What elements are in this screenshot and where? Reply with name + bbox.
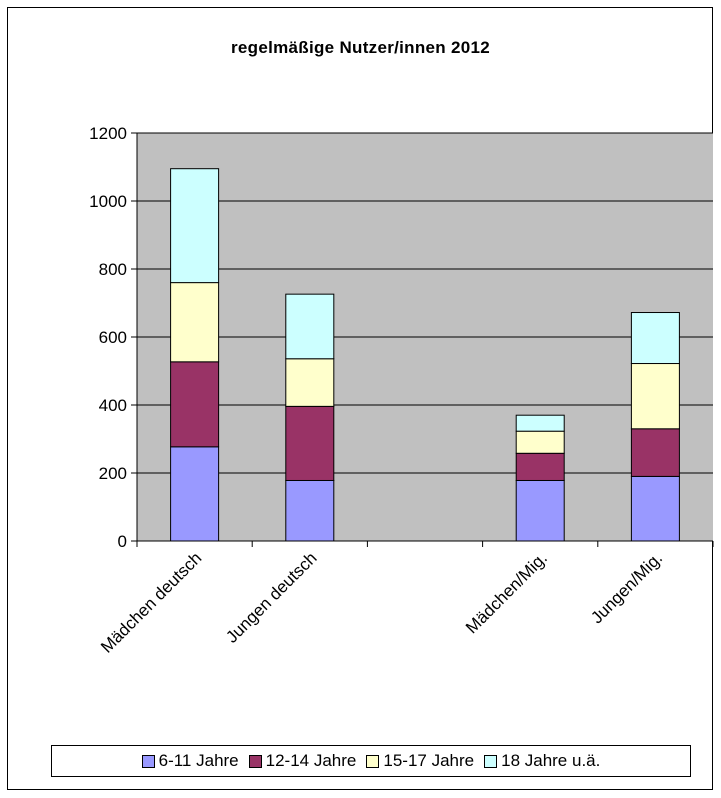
legend-item-3: 18 Jahre u.ä. <box>484 751 600 771</box>
legend-item-2: 15-17 Jahre <box>366 751 474 771</box>
chart-title: regelmäßige Nutzer/innen 2012 <box>230 38 491 57</box>
bar-4-1 <box>630 428 680 477</box>
legend-label-2: 15-17 Jahre <box>383 751 475 770</box>
bar-4-3 <box>630 312 680 365</box>
legend-item-0: 6-11 Jahre <box>141 751 239 771</box>
bar-1-1 <box>285 405 335 481</box>
y-tick-label-1: 200 <box>99 464 127 483</box>
bar-0-0 <box>170 446 220 542</box>
bar-0-2 <box>170 282 220 363</box>
y-tick-label-3: 600 <box>99 328 127 347</box>
bar-1-2 <box>285 358 335 407</box>
legend-label-3: 18 Jahre u.ä. <box>501 751 601 770</box>
x-tick-label-1: Jungen deutsch <box>222 548 320 646</box>
bar-4-2 <box>630 363 680 430</box>
legend-label-1: 12-14 Jahre <box>265 751 357 770</box>
legend-swatch-0 <box>141 754 155 768</box>
bar-0-1 <box>170 361 220 448</box>
y-tick-label-0: 0 <box>118 532 127 551</box>
legend-label-0: 6-11 Jahre <box>158 751 239 770</box>
bar-3-3 <box>515 414 565 432</box>
bar-3-1 <box>515 452 565 481</box>
bar-1-3 <box>285 293 335 360</box>
bar-0-3 <box>170 168 220 284</box>
bar-3-0 <box>515 479 565 542</box>
legend-swatch-2 <box>366 754 380 768</box>
legend-swatch-1 <box>248 754 262 768</box>
x-tick-label-3: Mädchen/Mig. <box>462 548 551 637</box>
y-tick-label-5: 1000 <box>89 192 127 211</box>
y-tick-label-2: 400 <box>99 396 127 415</box>
y-tick-label-4: 800 <box>99 260 127 279</box>
legend-item-1: 12-14 Jahre <box>248 751 357 771</box>
x-tick-label-4: Jungen/Mig. <box>587 548 666 627</box>
legend-swatch-3 <box>484 754 498 768</box>
bar-4-0 <box>630 475 680 542</box>
bar-1-0 <box>285 479 335 542</box>
y-tick-label-6: 1200 <box>89 124 127 143</box>
legend: 6-11 Jahre 12-14 Jahre 15-17 Jahre 18 Ja… <box>51 745 691 777</box>
bar-3-2 <box>515 430 565 454</box>
x-tick-label-0: Mädchen deutsch <box>97 548 205 656</box>
